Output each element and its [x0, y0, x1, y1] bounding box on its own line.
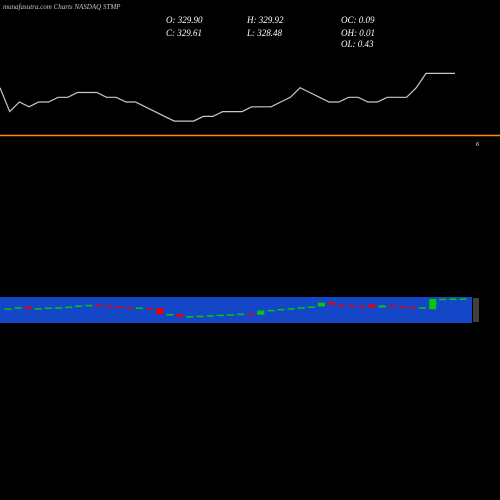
chart-title: munafasutra.com Charts NASDAQ STMP — [3, 3, 121, 11]
high-value: H: 329.92 — [246, 15, 284, 25]
volume-candle — [267, 309, 275, 312]
volume-candle — [328, 302, 336, 305]
volume-band — [0, 297, 472, 323]
ohlc-readout: O: 329.90 H: 329.92 OC: 0.09 C: 329.61 L… — [166, 15, 375, 49]
volume-candle — [166, 314, 174, 316]
volume-candle — [125, 307, 133, 309]
volume-candle — [368, 304, 376, 308]
volume-candle — [257, 310, 265, 315]
volume-candle — [156, 308, 164, 315]
volume-candle — [429, 299, 437, 310]
price-axis-label: 6 — [476, 142, 479, 148]
low-value: L: 328.48 — [246, 28, 283, 38]
volume-candle — [247, 313, 255, 316]
price-layer — [0, 72, 500, 137]
volume-candle — [307, 306, 315, 308]
ol-value: OL: 0.43 — [341, 39, 374, 49]
volume-candle — [388, 305, 396, 307]
volume-candle — [297, 307, 305, 309]
volume-candle — [358, 305, 366, 308]
volume-candle — [14, 307, 22, 309]
volume-candle — [44, 307, 52, 309]
volume-candle — [186, 316, 194, 318]
volume-candle — [65, 306, 73, 309]
volume-candle — [115, 306, 123, 308]
volume-candle — [408, 307, 416, 309]
volume-candle — [277, 308, 285, 311]
volume-candle — [176, 314, 184, 317]
volume-candle — [4, 308, 12, 310]
volume-candle — [206, 315, 214, 317]
volume-candle — [317, 302, 325, 307]
volume-candle — [398, 306, 406, 308]
volume-layer — [0, 297, 479, 323]
volume-candle — [287, 308, 295, 310]
volume-candle — [196, 315, 204, 318]
volume-candle — [439, 298, 447, 301]
volume-candle — [449, 298, 457, 300]
volume-candle — [216, 314, 224, 317]
volume-candle — [459, 298, 467, 300]
volume-candle — [378, 305, 386, 308]
volume-candle — [105, 305, 113, 307]
volume-candle — [226, 314, 234, 316]
oc-value: OC: 0.09 — [341, 15, 375, 25]
volume-candle — [24, 306, 32, 309]
volume-candle — [419, 307, 427, 309]
volume-candle — [75, 305, 83, 307]
volume-candle — [338, 304, 346, 307]
volume-candle — [135, 307, 143, 309]
volume-candle — [237, 313, 245, 316]
open-value: O: 329.90 — [166, 15, 203, 25]
oh-value: OH: 0.01 — [341, 28, 375, 38]
volume-candle — [146, 308, 154, 310]
volume-candle — [348, 305, 356, 307]
volume-candle — [34, 308, 42, 310]
price-line — [0, 72, 455, 122]
volume-candle — [95, 304, 103, 307]
volume-candle — [55, 307, 63, 309]
close-value: C: 329.61 — [166, 28, 202, 38]
volume-candle — [85, 304, 93, 307]
